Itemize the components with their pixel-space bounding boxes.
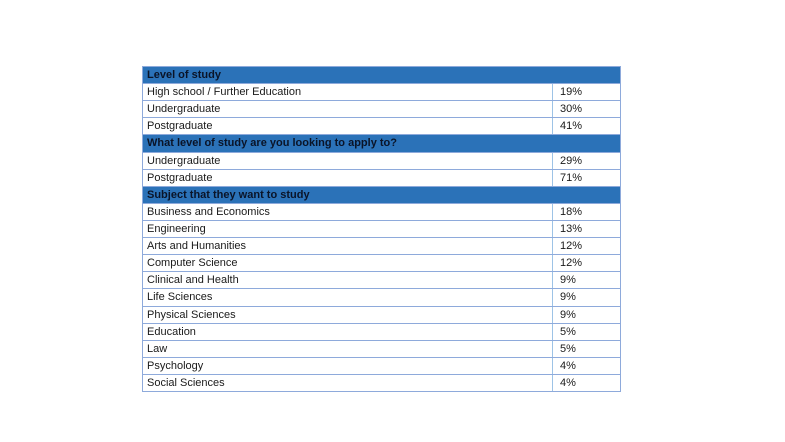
row-value: 41% bbox=[560, 120, 583, 133]
row-value: 9% bbox=[560, 274, 576, 287]
row-label: Life Sciences bbox=[143, 289, 553, 306]
row-value: 18% bbox=[560, 205, 583, 218]
row-value: 30% bbox=[560, 103, 583, 116]
survey-table: Level of study High school / Further Educ… bbox=[142, 66, 621, 392]
row-value: 19% bbox=[560, 86, 583, 99]
row-label: Physical Sciences bbox=[143, 306, 553, 323]
row-value: 12% bbox=[560, 240, 583, 253]
table-row: Engineering 13% bbox=[143, 220, 620, 239]
table-row: Undergraduate 29% bbox=[143, 152, 620, 170]
row-value: 29% bbox=[560, 154, 583, 167]
row-value: 12% bbox=[560, 257, 583, 270]
row-label: Clinical and Health bbox=[143, 272, 553, 289]
row-value: 13% bbox=[560, 223, 583, 236]
table-row: Education 5% bbox=[143, 323, 620, 341]
table-row: Computer Science 12% bbox=[143, 255, 620, 273]
row-label: Engineering bbox=[143, 220, 553, 238]
table-row: Physical Sciences 9% bbox=[143, 306, 620, 324]
row-value: 9% bbox=[560, 291, 576, 304]
row-label: Undergraduate bbox=[143, 101, 553, 118]
table-row: Postgraduate 41% bbox=[143, 118, 620, 136]
row-label: Business and Economics bbox=[143, 203, 553, 220]
row-label: Psychology bbox=[143, 357, 553, 374]
row-label: Arts and Humanities bbox=[143, 238, 553, 255]
table-row: Clinical and Health 9% bbox=[143, 272, 620, 290]
row-label: Postgraduate bbox=[143, 169, 553, 186]
section-header-label: Subject that they want to study bbox=[147, 188, 310, 201]
table-row: Social Sciences 4% bbox=[143, 374, 620, 392]
table-row: Psychology 4% bbox=[143, 357, 620, 375]
row-value: 71% bbox=[560, 171, 583, 184]
row-label: Education bbox=[143, 323, 553, 340]
section-header-row: Subject that they want to study bbox=[143, 186, 620, 204]
row-label: Computer Science bbox=[143, 255, 553, 272]
table-row: High school / Further Education 19% bbox=[143, 84, 620, 102]
row-value: 5% bbox=[560, 325, 576, 338]
section-header-label: Level of study bbox=[147, 69, 221, 82]
row-label: Postgraduate bbox=[143, 118, 553, 135]
table-row: Law 5% bbox=[143, 340, 620, 358]
row-label: Social Sciences bbox=[143, 374, 553, 392]
row-value: 5% bbox=[560, 342, 576, 355]
row-value: 4% bbox=[560, 359, 576, 372]
section-header-row: Level of study bbox=[143, 67, 620, 85]
table-row: Life Sciences 9% bbox=[143, 289, 620, 307]
table-row: Undergraduate 30% bbox=[143, 101, 620, 119]
section-header-row: What level of study are you looking to a… bbox=[143, 135, 620, 153]
section-header-label: What level of study are you looking to a… bbox=[147, 137, 397, 150]
row-value: 4% bbox=[560, 377, 576, 390]
row-label: Undergraduate bbox=[143, 152, 553, 169]
table-row: Arts and Humanities 12% bbox=[143, 238, 620, 256]
row-value: 9% bbox=[560, 308, 576, 321]
table-row: Business and Economics 18% bbox=[143, 203, 620, 221]
table-row: Postgraduate 71% bbox=[143, 169, 620, 187]
row-label: Law bbox=[143, 340, 553, 357]
row-label: High school / Further Education bbox=[143, 84, 553, 101]
